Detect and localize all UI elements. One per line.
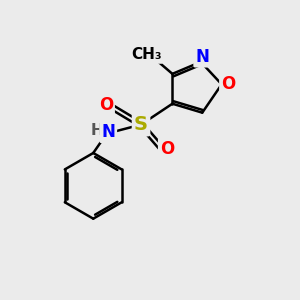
Text: O: O xyxy=(99,96,113,114)
Text: N: N xyxy=(101,123,115,141)
Text: O: O xyxy=(160,140,174,158)
Text: S: S xyxy=(134,115,148,134)
Text: H: H xyxy=(91,123,103,138)
Text: CH₃: CH₃ xyxy=(131,47,161,62)
Text: O: O xyxy=(221,75,236,93)
Text: N: N xyxy=(195,47,209,65)
